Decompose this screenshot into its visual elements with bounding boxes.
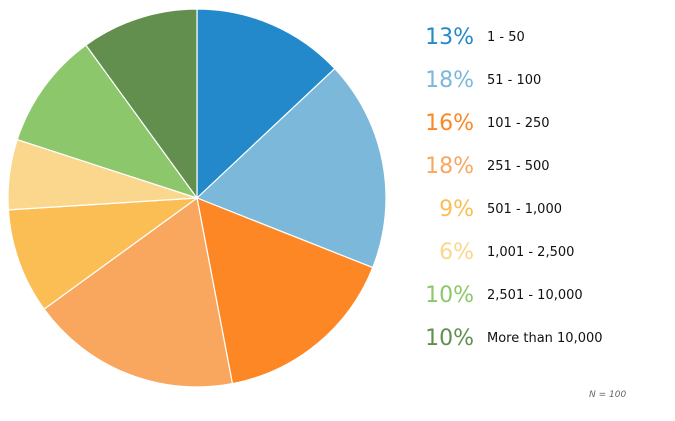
pie-slice-7 bbox=[16, 44, 199, 200]
legend-label: 501 - 1,000 bbox=[487, 202, 562, 217]
pie-slice-3 bbox=[196, 197, 374, 385]
pie-slice-4 bbox=[43, 196, 234, 388]
legend-label: 51 - 100 bbox=[487, 73, 542, 88]
legend-percent: 16% bbox=[425, 111, 474, 136]
legend-item: 13% 1 - 50 bbox=[418, 20, 658, 56]
legend-label: More than 10,000 bbox=[487, 331, 603, 346]
legend-item: 10% More than 10,000 bbox=[418, 321, 658, 357]
legend-label: 2,501 - 10,000 bbox=[487, 288, 583, 303]
legend-percent: 10% bbox=[425, 326, 474, 351]
sample-size-note: N = 100 bbox=[589, 390, 627, 400]
legend-percent: 6% bbox=[439, 240, 474, 265]
legend-item: 10% 2,501 - 10,000 bbox=[418, 278, 658, 314]
legend-label: 101 - 250 bbox=[487, 116, 550, 131]
pie-slice-5 bbox=[7, 197, 200, 310]
legend-item: 18% 251 - 500 bbox=[418, 149, 658, 185]
legend-percent: 18% bbox=[425, 68, 474, 93]
legend-item: 6% 1,001 - 2,500 bbox=[418, 235, 658, 271]
pie-slice-1 bbox=[196, 8, 336, 200]
pie-slice-2 bbox=[195, 67, 387, 269]
legend-item: 9% 501 - 1,000 bbox=[418, 192, 658, 228]
legend-percent: 10% bbox=[425, 283, 474, 308]
legend-item: 18% 51 - 100 bbox=[418, 63, 658, 99]
legend-label: 1,001 - 2,500 bbox=[487, 245, 575, 260]
legend-percent: 9% bbox=[439, 197, 474, 222]
pie-slice-8 bbox=[85, 8, 198, 200]
legend-item: 16% 101 - 250 bbox=[418, 106, 658, 142]
legend-label: 251 - 500 bbox=[487, 159, 550, 174]
legend-percent: 13% bbox=[425, 25, 474, 50]
legend-label: 1 - 50 bbox=[487, 30, 525, 45]
legend-percent: 18% bbox=[425, 154, 474, 179]
pie-chart bbox=[7, 8, 387, 388]
